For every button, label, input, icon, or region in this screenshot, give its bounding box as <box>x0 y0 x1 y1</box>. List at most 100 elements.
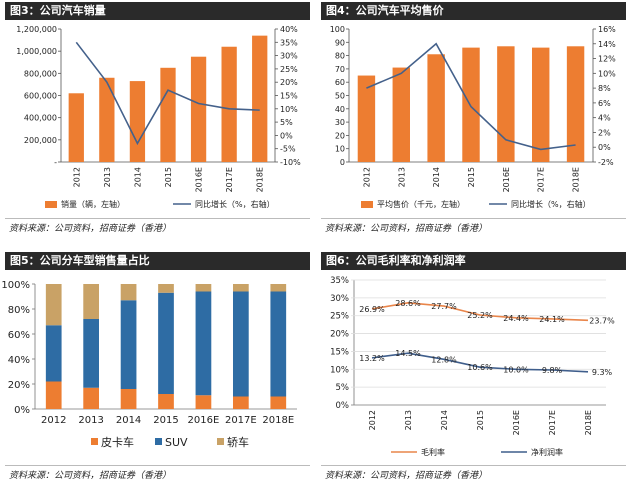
y-tick-label-left: 30 <box>335 118 345 127</box>
bar <box>392 67 410 162</box>
y-tick-label: 0% <box>336 401 350 411</box>
bar-segment-suv <box>195 291 212 396</box>
y-tick-label-left: - <box>54 158 57 167</box>
x-tick-label: 2018E <box>256 167 265 192</box>
y-tick-label-right: 6% <box>598 99 611 108</box>
y-tick-label-left: 50 <box>335 92 345 101</box>
y-tick-label-left: 0 <box>340 158 345 167</box>
y-tick-label-right: 20% <box>280 78 298 87</box>
bar <box>357 75 376 162</box>
source-note: 资料来源：公司资料，招商证券（香港） <box>325 471 488 481</box>
x-tick-label: 2016E <box>188 415 220 426</box>
panel-title: 图4：公司汽车平均售价 <box>321 2 626 20</box>
bar-segment-pickup <box>83 387 100 409</box>
legend-swatch-bar <box>45 201 57 208</box>
bar <box>160 67 176 162</box>
y-tick-label-right: 15% <box>280 92 298 101</box>
bar <box>252 35 268 162</box>
y-tick-label: 25% <box>330 312 349 322</box>
y-tick-label-right: 0% <box>280 131 293 140</box>
y-tick-label-right: 2% <box>598 128 611 137</box>
x-tick-label: 2015 <box>153 415 178 426</box>
bar <box>427 54 445 162</box>
panel-margin: 图6：公司毛利率和净利润率 0% 5% 10% 15% 20% 25% 30% 35% 2012… <box>321 252 626 484</box>
panel-title: 图5：公司分车型销售量占比 <box>5 252 310 270</box>
bar <box>462 47 480 162</box>
bar-segment-pickup <box>232 396 249 409</box>
x-tick-label: 2014 <box>116 415 141 426</box>
data-label: 28.6% <box>395 299 421 308</box>
bar-segment-suv <box>232 291 249 397</box>
y-tick-label: 30% <box>330 294 349 304</box>
legend-label: SUV <box>165 436 188 449</box>
x-tick-label: 2014 <box>432 167 441 187</box>
x-tick-label: 2018E <box>572 167 581 192</box>
bar <box>566 46 585 162</box>
data-label: 27.7% <box>431 302 457 311</box>
legend-label-bar: 平均售价（千元，左轴） <box>377 199 465 209</box>
y-tick-label-left: 10 <box>335 145 345 154</box>
bar <box>497 46 515 162</box>
y-tick-label: 60% <box>8 330 30 341</box>
y-tick-label: 10% <box>330 365 349 375</box>
data-label: 25.2% <box>467 311 493 320</box>
source-note: 资料来源：公司资料，招商证券（香港） <box>9 224 172 234</box>
x-tick-label: 2013 <box>103 167 112 187</box>
bar-segment-pickup <box>158 394 174 409</box>
x-tick-label: 2018E <box>262 415 294 426</box>
y-tick-label-right: 16% <box>598 25 616 34</box>
bar <box>68 93 84 162</box>
y-tick-label-right: 4% <box>598 114 611 123</box>
y-tick-label-right: 14% <box>598 40 616 49</box>
x-tick-label: 2017E <box>225 167 234 192</box>
data-label: 26.9% <box>359 305 385 314</box>
bar-segment-pickup <box>45 381 62 409</box>
y-tick-label-left: 800,000 <box>24 69 57 78</box>
bar-segment-suv <box>45 325 62 382</box>
y-tick-label: 20% <box>8 380 30 391</box>
y-tick-label-right: 10% <box>280 105 298 114</box>
y-tick-label-left: 1,000,000 <box>16 47 57 56</box>
y-tick-label-right: 12% <box>598 55 616 64</box>
data-label: 13.2% <box>359 354 385 363</box>
y-tick-label-right: 8% <box>598 84 611 93</box>
bar <box>190 56 207 163</box>
bar <box>99 77 115 162</box>
x-tick-label: 2018E <box>584 410 593 435</box>
y-tick-label: 15% <box>330 347 349 357</box>
series-line-net-margin <box>371 352 589 373</box>
legend-label: 皮卡车 <box>101 435 134 449</box>
data-label: 24.1% <box>539 315 565 324</box>
x-tick-label: 2015 <box>467 167 476 187</box>
y-tick-label-right: 40% <box>280 25 298 34</box>
y-tick-label-right: -2% <box>598 158 614 167</box>
data-label: 9.3% <box>592 368 613 377</box>
y-tick-label: 80% <box>8 305 30 316</box>
panel-price: 图4：公司汽车平均售价 0 10 20 30 40 50 60 70 80 90 100 -2% 0% 2… <box>321 2 626 240</box>
y-tick-label: 40% <box>8 355 30 366</box>
y-tick-label-right: 25% <box>280 65 298 74</box>
y-tick-label-right: 30% <box>280 52 298 61</box>
bar-segment-suv <box>158 292 174 394</box>
legend-label-net: 净利润率 <box>531 447 563 457</box>
x-tick-label: 2013 <box>397 167 406 187</box>
legend-label-bar: 销量（辆，左轴） <box>61 199 125 209</box>
bar-segment-suv <box>270 291 287 397</box>
y-tick-label-left: 100 <box>330 25 345 34</box>
bar-segment-sedan <box>45 284 62 326</box>
x-tick-label: 2015 <box>476 410 485 430</box>
data-label: 23.7% <box>589 316 615 325</box>
y-tick-label-left: 200,000 <box>24 136 57 145</box>
bar-segment-pickup <box>270 396 287 409</box>
bar <box>532 47 550 162</box>
legend-label: 轿车 <box>227 435 249 449</box>
y-tick-label-left: 1,200,000 <box>16 25 57 34</box>
bar-segment-sedan <box>232 284 249 292</box>
y-tick-label-left: 20 <box>335 131 345 140</box>
legend-label-gross: 毛利率 <box>421 447 445 457</box>
chart-sales: - 200,000 400,000 600,000 800,000 1,000,000 1,… <box>16 25 301 209</box>
bar-segment-sedan <box>158 284 174 293</box>
bar-segment-sedan <box>270 284 287 292</box>
y-tick-label-right: 0% <box>598 143 611 152</box>
data-label: 9.8% <box>542 366 563 375</box>
